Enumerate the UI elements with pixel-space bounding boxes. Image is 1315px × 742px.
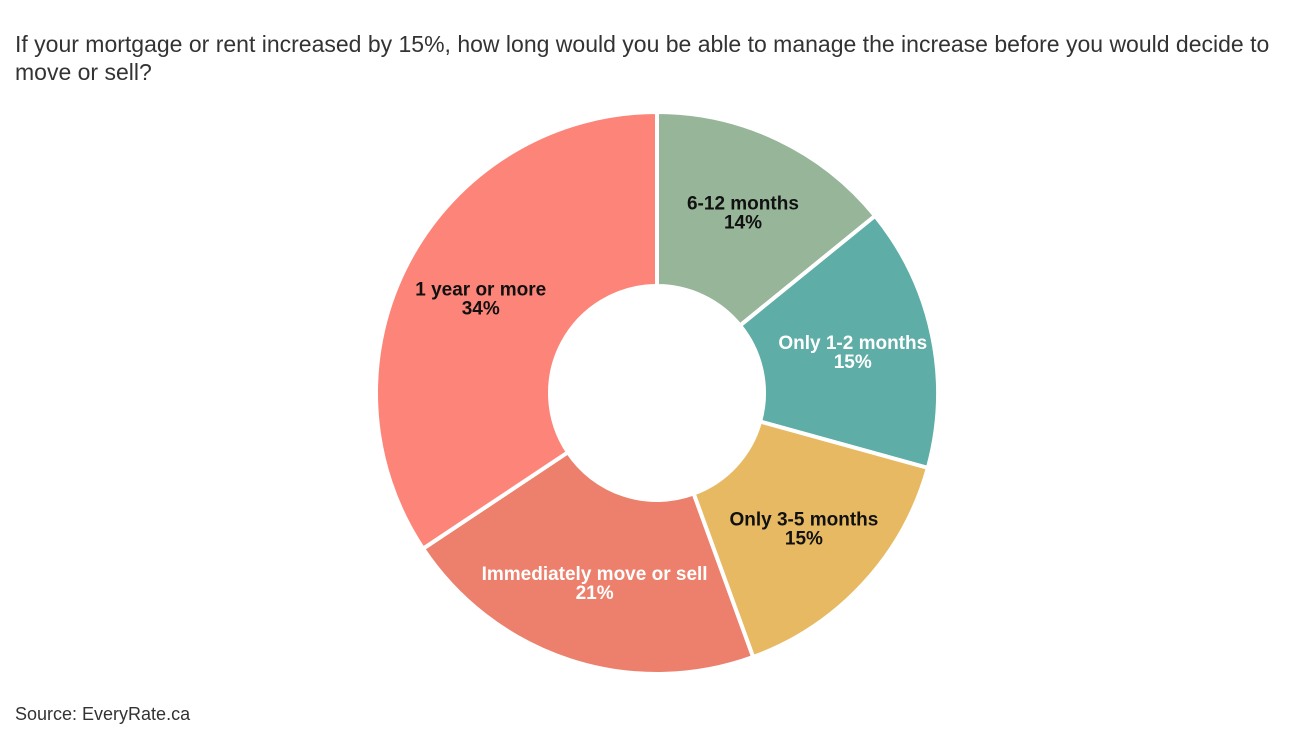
slice-6-12-months — [655, 110, 878, 328]
slice-label-6-12-months: 6-12 months — [687, 193, 799, 214]
slice-immediately-move-or-sell — [421, 450, 756, 676]
slice-only-3-5-months — [691, 419, 930, 660]
data-label-6-12-months: 6-12 months 14% — [687, 193, 799, 233]
slice-label-only-1-2-months: Only 1-2 months — [778, 333, 927, 354]
slice-1-year-or-more — [374, 110, 659, 551]
data-label-only-3-5-months: Only 3-5 months 15% — [729, 510, 878, 550]
slice-label-1-year-or-more: 1 year or more — [415, 280, 546, 301]
data-label-immediately-move-or-sell: Immediately move or sell 21% — [482, 564, 708, 604]
slice-only-1-2-months — [738, 213, 940, 470]
slice-label-only-3-5-months: Only 3-5 months — [729, 510, 878, 531]
slice-value-6-12-months: 14% — [724, 212, 762, 233]
slice-value-immediately-move-or-sell: 21% — [576, 583, 614, 604]
slice-value-only-1-2-months: 15% — [834, 352, 872, 373]
chart-title: If your mortgage or rent increased by 15… — [15, 31, 1270, 85]
slice-value-1-year-or-more: 34% — [462, 299, 500, 320]
slice-value-only-3-5-months: 15% — [785, 529, 823, 550]
slice-label-immediately-move-or-sell: Immediately move or sell — [482, 564, 708, 585]
source-note: Source: EveryRate.ca — [15, 704, 191, 724]
data-label-only-1-2-months: Only 1-2 months 15% — [778, 333, 927, 373]
data-label-1-year-or-more: 1 year or more 34% — [415, 280, 546, 320]
